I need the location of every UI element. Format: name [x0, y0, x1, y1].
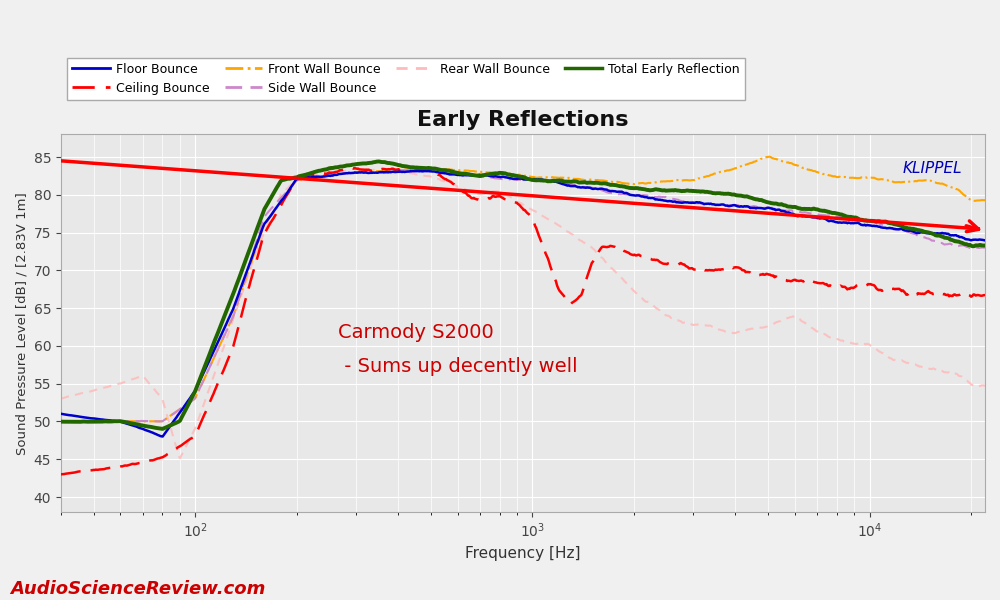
X-axis label: Frequency [Hz]: Frequency [Hz]: [465, 546, 581, 561]
Y-axis label: Sound Pressure Level [dB] / [2.83V 1m]: Sound Pressure Level [dB] / [2.83V 1m]: [15, 192, 28, 455]
Title: Early Reflections: Early Reflections: [417, 110, 629, 130]
Text: KLIPPEL: KLIPPEL: [902, 161, 962, 176]
Text: AudioScienceReview.com: AudioScienceReview.com: [10, 580, 265, 598]
Text: Carmody S2000: Carmody S2000: [338, 323, 494, 342]
Text: - Sums up decently well: - Sums up decently well: [338, 357, 578, 376]
Legend: Floor Bounce, Ceiling Bounce, Front Wall Bounce, Side Wall Bounce, Rear Wall Bou: Floor Bounce, Ceiling Bounce, Front Wall…: [67, 58, 745, 100]
